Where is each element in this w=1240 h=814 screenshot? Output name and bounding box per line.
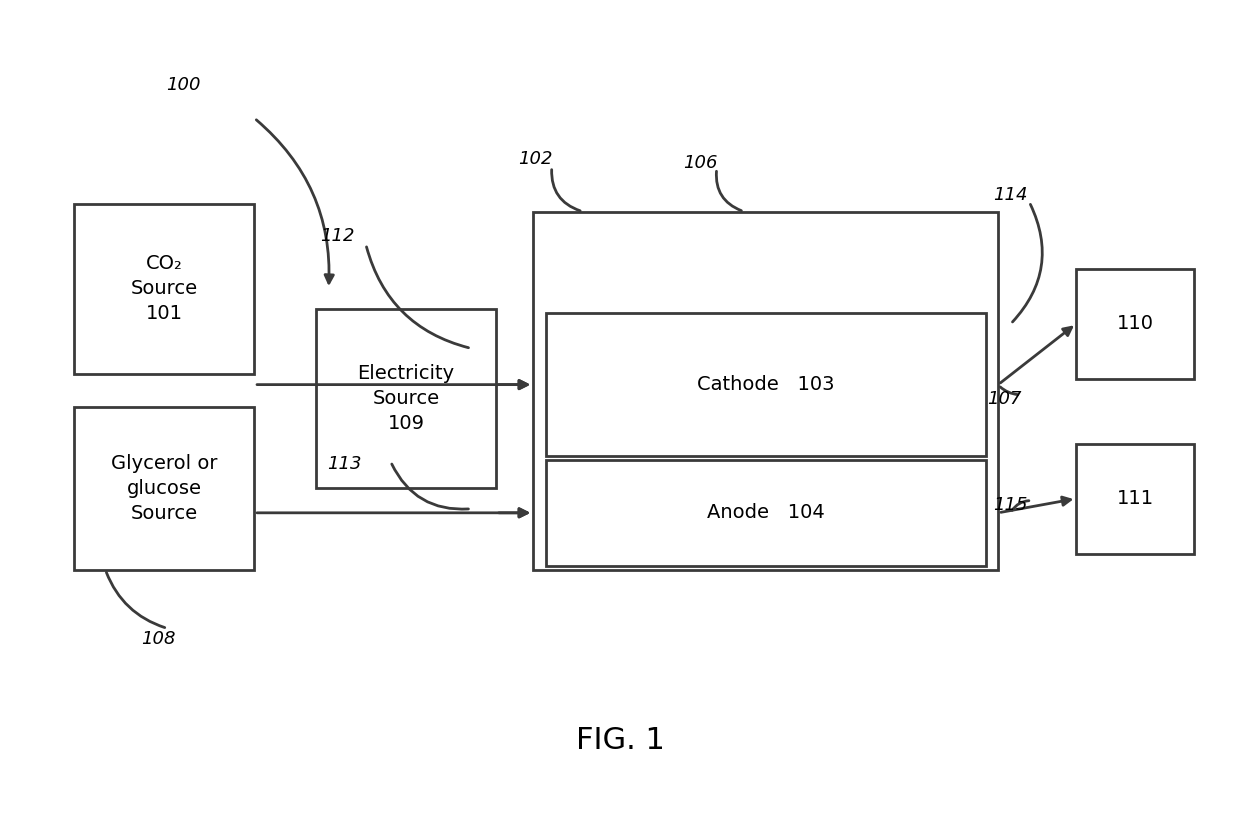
Text: 114: 114: [993, 186, 1028, 204]
Text: Anode   104: Anode 104: [707, 503, 825, 523]
Bar: [1076, 444, 1194, 554]
Text: Electricity
Source
109: Electricity Source 109: [357, 365, 455, 433]
Bar: [1076, 269, 1194, 379]
Bar: [546, 460, 986, 566]
Bar: [546, 313, 986, 456]
Text: 107: 107: [987, 390, 1022, 408]
Text: Glycerol or
glucose
Source: Glycerol or glucose Source: [112, 454, 217, 523]
Bar: [316, 309, 496, 488]
Text: 110: 110: [1117, 314, 1153, 333]
Text: 106: 106: [683, 154, 718, 172]
Text: 100: 100: [166, 77, 201, 94]
Text: 111: 111: [1117, 489, 1153, 508]
Text: 115: 115: [993, 496, 1028, 514]
Text: 113: 113: [327, 455, 362, 473]
Text: 102: 102: [518, 150, 553, 168]
Text: Cathode   103: Cathode 103: [697, 375, 835, 394]
Text: 108: 108: [141, 630, 176, 648]
Text: FIG. 1: FIG. 1: [575, 726, 665, 755]
Bar: [74, 407, 254, 570]
Text: CO₂
Source
101: CO₂ Source 101: [130, 255, 198, 323]
Text: 112: 112: [320, 227, 355, 245]
Bar: [74, 204, 254, 374]
Bar: [533, 212, 998, 570]
